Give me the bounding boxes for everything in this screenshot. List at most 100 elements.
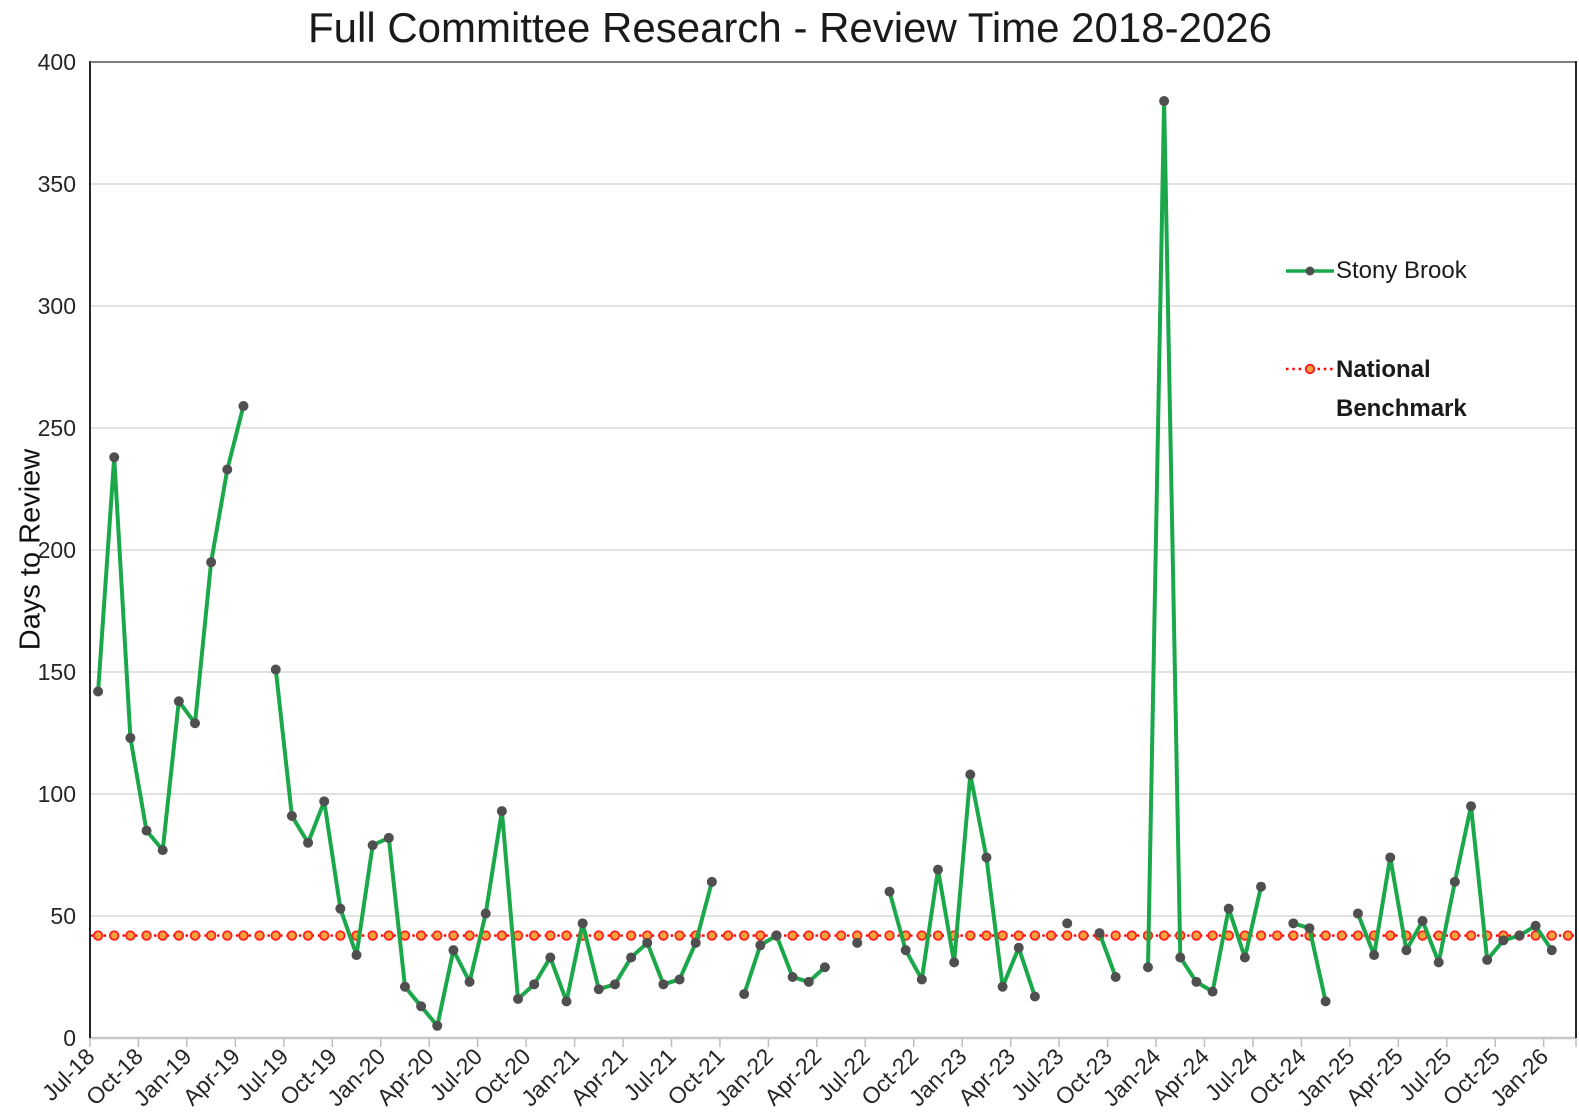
data-point — [1401, 945, 1412, 956]
data-point — [1013, 942, 1024, 953]
stony-brook-line-swatch-icon — [1286, 266, 1334, 276]
benchmark-marker — [755, 930, 766, 941]
data-point — [706, 876, 717, 887]
data-point — [270, 664, 281, 675]
data-point — [141, 825, 152, 836]
data-point — [609, 979, 620, 990]
data-point — [803, 976, 814, 987]
benchmark-marker — [1449, 930, 1461, 941]
data-point — [1191, 976, 1202, 987]
data-point — [1466, 801, 1477, 812]
benchmark-marker — [561, 930, 572, 941]
benchmark-marker — [189, 930, 201, 941]
data-point — [351, 950, 362, 961]
data-point — [157, 845, 168, 856]
benchmark-marker — [868, 930, 879, 941]
benchmark-marker — [1320, 930, 1331, 941]
data-point — [949, 957, 960, 968]
data-point — [238, 401, 249, 412]
y-tick-label: 100 — [38, 781, 76, 807]
benchmark-marker — [997, 930, 1008, 941]
data-point — [1546, 945, 1557, 956]
benchmark-marker — [658, 930, 669, 941]
data-point — [1110, 972, 1121, 982]
benchmark-marker — [1078, 930, 1089, 941]
data-point — [1449, 876, 1460, 887]
benchmark-marker — [464, 930, 475, 941]
data-point — [545, 952, 556, 963]
data-point — [1029, 991, 1040, 1002]
y-tick-label: 400 — [38, 49, 76, 75]
benchmark-marker — [545, 930, 556, 941]
benchmark-marker — [448, 930, 459, 941]
benchmark-marker — [819, 930, 831, 941]
benchmark-marker — [415, 930, 427, 941]
benchmark-marker — [92, 930, 104, 941]
benchmark-marker — [916, 930, 928, 941]
legend-label-national-benchmark: National Benchmark — [1336, 356, 1467, 422]
benchmark-marker — [1029, 930, 1041, 941]
data-point — [884, 886, 895, 897]
benchmark-marker — [302, 930, 314, 941]
benchmark-marker — [738, 930, 750, 941]
benchmark-marker — [593, 930, 604, 941]
benchmark-marker — [1045, 930, 1057, 941]
benchmark-dotted-line-swatch-icon — [1286, 363, 1334, 375]
benchmark-marker — [1207, 930, 1218, 941]
benchmark-marker — [270, 930, 281, 941]
data-point — [448, 945, 459, 956]
data-point — [464, 976, 475, 987]
benchmark-marker — [1126, 930, 1138, 941]
data-point — [93, 686, 104, 697]
data-point — [1062, 918, 1073, 929]
benchmark-marker — [367, 930, 378, 941]
data-point — [416, 1001, 427, 1012]
benchmark-marker — [609, 930, 621, 941]
benchmark-marker — [787, 930, 798, 941]
data-point — [513, 993, 524, 1004]
benchmark-marker — [205, 930, 217, 941]
data-point — [819, 962, 830, 973]
benchmark-marker — [286, 930, 298, 941]
data-point — [222, 464, 233, 475]
benchmark-marker — [1158, 930, 1170, 941]
benchmark-marker — [238, 930, 249, 941]
data-point — [109, 452, 120, 463]
data-point — [1433, 957, 1444, 968]
data-point — [319, 796, 330, 807]
benchmark-marker — [432, 930, 443, 941]
data-point — [1239, 952, 1250, 963]
y-tick-label: 300 — [38, 293, 76, 319]
data-point — [787, 972, 798, 982]
y-tick-label: 50 — [50, 903, 76, 929]
data-point — [932, 864, 943, 875]
data-point — [1417, 915, 1428, 926]
data-point — [1304, 923, 1315, 934]
data-point — [916, 974, 927, 985]
y-tick-label: 150 — [38, 659, 76, 685]
data-point — [755, 940, 766, 951]
data-point — [1094, 928, 1105, 939]
data-point — [965, 769, 976, 780]
data-point — [997, 981, 1008, 992]
benchmark-marker — [1271, 930, 1283, 941]
data-point — [125, 732, 136, 743]
data-point — [900, 945, 911, 956]
data-point — [852, 937, 863, 948]
stony-brook-line — [96, 99, 1554, 1028]
benchmark-marker — [109, 930, 120, 941]
data-point — [367, 840, 378, 851]
benchmark-marker — [383, 930, 395, 941]
data-point — [1514, 930, 1525, 941]
data-point — [626, 952, 637, 963]
data-point — [1385, 852, 1396, 863]
legend-label-stony-brook: Stony Brook — [1336, 257, 1467, 284]
benchmark-marker — [1465, 930, 1477, 941]
benchmark-marker — [1110, 930, 1121, 941]
data-point — [1159, 96, 1170, 107]
benchmark-marker — [1288, 930, 1299, 941]
data-point — [383, 832, 394, 843]
chart-title: Full Committee Research - Review Time 20… — [307, 4, 1273, 51]
